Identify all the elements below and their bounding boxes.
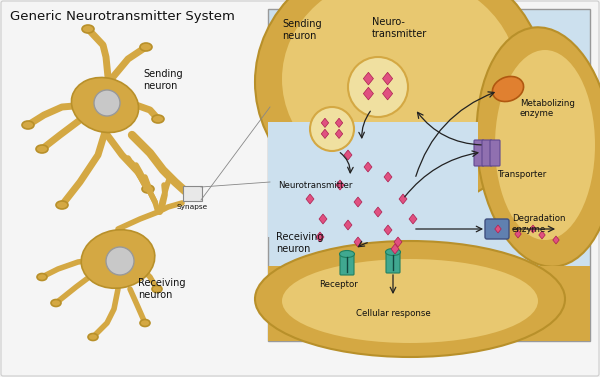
Ellipse shape (56, 201, 68, 209)
Polygon shape (515, 230, 521, 238)
Polygon shape (336, 180, 344, 190)
Circle shape (348, 57, 408, 117)
FancyBboxPatch shape (490, 140, 500, 166)
Ellipse shape (82, 25, 94, 33)
Polygon shape (391, 244, 399, 254)
Polygon shape (344, 220, 352, 230)
Polygon shape (553, 236, 559, 244)
Ellipse shape (36, 145, 48, 153)
Text: Neuro-
transmitter: Neuro- transmitter (372, 17, 427, 38)
FancyBboxPatch shape (183, 186, 202, 201)
Ellipse shape (51, 299, 61, 307)
Polygon shape (316, 232, 324, 242)
FancyBboxPatch shape (268, 9, 590, 341)
Ellipse shape (142, 185, 154, 193)
Ellipse shape (140, 43, 152, 51)
Ellipse shape (88, 334, 98, 340)
Polygon shape (384, 225, 392, 235)
Polygon shape (364, 162, 372, 172)
Polygon shape (384, 172, 392, 182)
Polygon shape (383, 72, 392, 85)
Ellipse shape (140, 319, 150, 326)
Circle shape (310, 107, 354, 151)
Text: Sending
neuron: Sending neuron (143, 69, 182, 91)
FancyBboxPatch shape (268, 122, 478, 237)
Polygon shape (399, 194, 407, 204)
Text: Neurotransmitter: Neurotransmitter (278, 181, 352, 190)
Polygon shape (383, 87, 392, 100)
Text: Synapse: Synapse (176, 204, 208, 210)
Polygon shape (394, 237, 402, 247)
Ellipse shape (386, 248, 401, 256)
Text: Metabolizing
enzyme: Metabolizing enzyme (520, 99, 575, 118)
Polygon shape (321, 129, 329, 138)
FancyBboxPatch shape (386, 251, 400, 273)
Text: Sending
neuron: Sending neuron (282, 19, 322, 41)
Polygon shape (306, 194, 314, 204)
Text: Transporter: Transporter (498, 170, 547, 179)
Polygon shape (364, 72, 373, 85)
Ellipse shape (255, 0, 545, 212)
Polygon shape (495, 225, 501, 233)
Text: Cellular response: Cellular response (356, 309, 430, 318)
Polygon shape (354, 197, 362, 207)
Ellipse shape (81, 230, 155, 288)
Circle shape (106, 247, 134, 275)
FancyBboxPatch shape (340, 253, 354, 275)
FancyBboxPatch shape (482, 140, 492, 166)
Polygon shape (335, 118, 343, 127)
Ellipse shape (340, 250, 355, 257)
Polygon shape (335, 129, 343, 138)
Text: Generic Neurotransmitter System: Generic Neurotransmitter System (10, 10, 235, 23)
Polygon shape (539, 231, 545, 239)
Ellipse shape (476, 27, 600, 267)
Ellipse shape (37, 273, 47, 280)
Ellipse shape (495, 50, 595, 240)
Text: Receiving
neuron: Receiving neuron (276, 232, 323, 254)
Text: Receptor: Receptor (319, 280, 358, 289)
Ellipse shape (152, 285, 162, 293)
Polygon shape (344, 150, 352, 160)
Ellipse shape (152, 115, 164, 123)
Ellipse shape (22, 121, 34, 129)
Text: Degradation
enzyme: Degradation enzyme (512, 214, 566, 234)
Polygon shape (374, 207, 382, 217)
FancyBboxPatch shape (268, 266, 590, 341)
Polygon shape (409, 214, 417, 224)
Ellipse shape (493, 77, 524, 101)
Polygon shape (354, 237, 362, 247)
Polygon shape (319, 214, 327, 224)
Ellipse shape (255, 241, 565, 357)
Text: Receiving
neuron: Receiving neuron (138, 278, 185, 300)
FancyBboxPatch shape (474, 140, 484, 166)
Ellipse shape (282, 259, 538, 343)
Polygon shape (530, 225, 536, 233)
Circle shape (94, 90, 120, 116)
Ellipse shape (71, 78, 139, 133)
FancyBboxPatch shape (485, 219, 509, 239)
Ellipse shape (282, 0, 518, 184)
Polygon shape (364, 87, 373, 100)
Polygon shape (321, 118, 329, 127)
